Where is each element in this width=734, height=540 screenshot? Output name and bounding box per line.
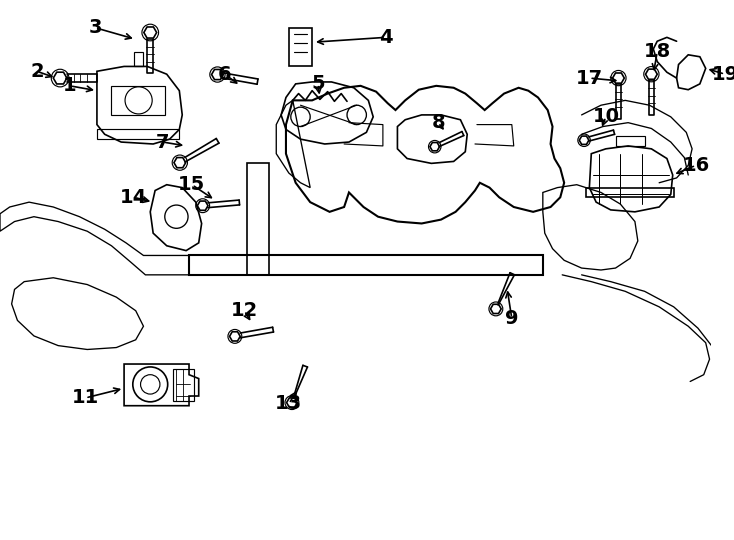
Text: 3: 3 (88, 18, 102, 37)
Text: 17: 17 (575, 69, 603, 87)
Text: 14: 14 (120, 188, 148, 207)
Text: 9: 9 (505, 309, 518, 328)
Text: 8: 8 (432, 113, 445, 132)
Text: 16: 16 (683, 156, 710, 175)
Text: 1: 1 (63, 76, 76, 96)
Text: 10: 10 (592, 107, 619, 126)
Text: 19: 19 (711, 65, 734, 84)
Text: 13: 13 (275, 394, 302, 413)
Text: 5: 5 (311, 75, 324, 93)
Text: 12: 12 (230, 301, 258, 320)
Text: 6: 6 (218, 65, 232, 84)
Text: 15: 15 (178, 175, 206, 194)
Text: 4: 4 (379, 28, 393, 47)
Text: 7: 7 (156, 132, 170, 152)
Text: 2: 2 (30, 62, 43, 81)
Text: 18: 18 (644, 43, 671, 62)
Text: 11: 11 (72, 388, 99, 408)
